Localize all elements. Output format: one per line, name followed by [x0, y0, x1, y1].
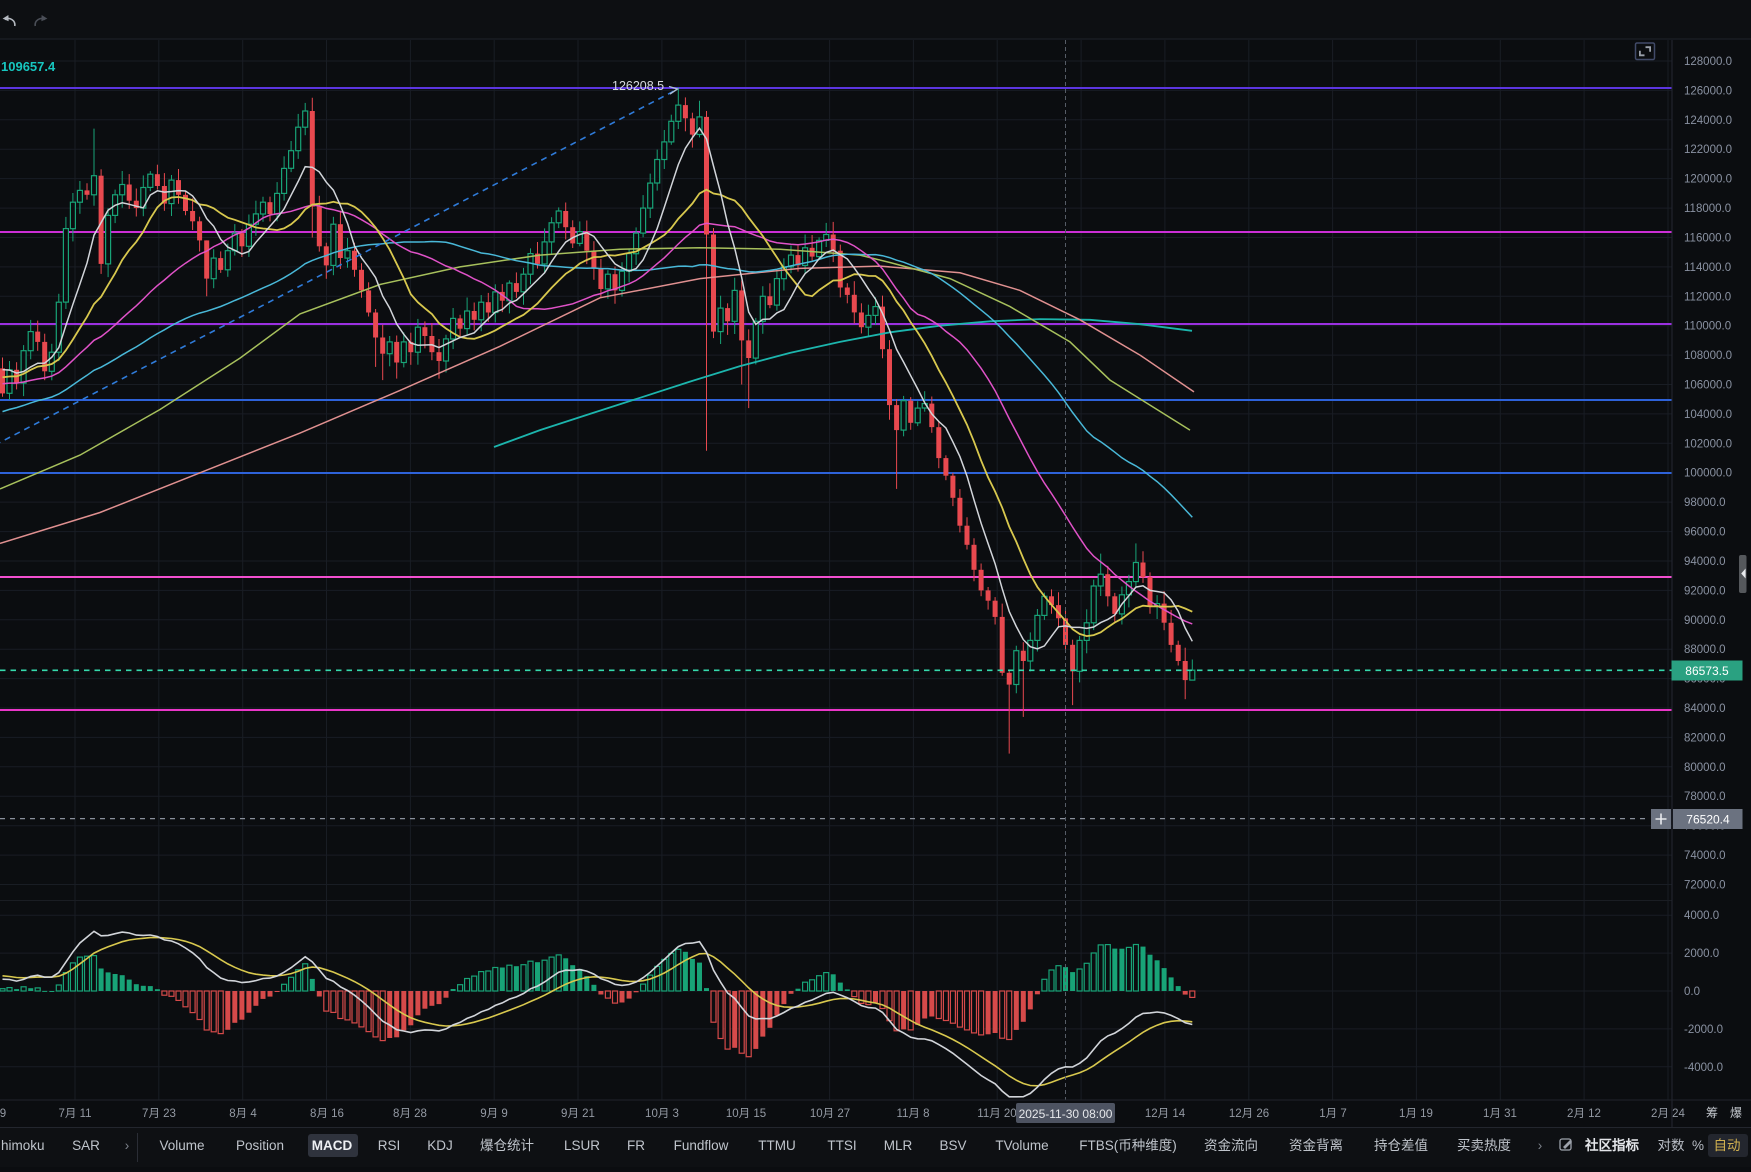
svg-text:100000.0: 100000.0	[1684, 468, 1732, 480]
svg-text:Fundflow: Fundflow	[674, 1138, 729, 1153]
svg-text:KDJ: KDJ	[427, 1138, 453, 1153]
svg-text:himoku: himoku	[1, 1138, 45, 1153]
svg-text:资金背离: 资金背离	[1289, 1137, 1343, 1153]
svg-text:82000.0: 82000.0	[1684, 732, 1726, 744]
svg-text:72000.0: 72000.0	[1684, 880, 1726, 892]
svg-text:11月 20: 11月 20	[977, 1108, 1016, 1120]
svg-text:9月 21: 9月 21	[561, 1108, 595, 1120]
svg-text:SAR: SAR	[72, 1138, 100, 1153]
svg-text:-4000.0: -4000.0	[1684, 1062, 1723, 1074]
svg-text:LSUR: LSUR	[564, 1138, 600, 1153]
svg-text:11月 8: 11月 8	[896, 1108, 929, 1120]
svg-text:84000.0: 84000.0	[1684, 703, 1726, 715]
svg-text:4000.0: 4000.0	[1684, 910, 1719, 922]
svg-text:1月 19: 1月 19	[1399, 1108, 1433, 1120]
svg-text:126000.0: 126000.0	[1684, 85, 1732, 97]
svg-text:2025-11-30 08:00: 2025-11-30 08:00	[1019, 1107, 1113, 1121]
svg-text:112000.0: 112000.0	[1684, 291, 1731, 303]
svg-text:102000.0: 102000.0	[1684, 438, 1732, 450]
svg-text:9月 9: 9月 9	[480, 1108, 508, 1120]
svg-text:12月 14: 12月 14	[1145, 1108, 1186, 1120]
svg-text:对数: 对数	[1658, 1138, 1686, 1153]
svg-text:128000.0: 128000.0	[1684, 56, 1732, 68]
svg-text:122000.0: 122000.0	[1684, 144, 1732, 156]
svg-text:109657.4: 109657.4	[1, 59, 56, 74]
svg-text:124000.0: 124000.0	[1684, 115, 1732, 127]
svg-text:92000.0: 92000.0	[1684, 585, 1726, 597]
svg-text:买卖热度: 买卖热度	[1457, 1138, 1511, 1153]
svg-text:%: %	[1692, 1138, 1704, 1153]
svg-text:94000.0: 94000.0	[1684, 556, 1726, 568]
svg-text:106000.0: 106000.0	[1684, 380, 1732, 392]
svg-text:7月 23: 7月 23	[142, 1108, 176, 1120]
svg-text:社区指标: 社区指标	[1584, 1137, 1639, 1153]
svg-text:TVolume: TVolume	[995, 1138, 1048, 1153]
svg-text:1月 31: 1月 31	[1483, 1108, 1517, 1120]
svg-text:114000.0: 114000.0	[1684, 262, 1731, 274]
svg-text:10月 27: 10月 27	[810, 1108, 850, 1120]
svg-text:118000.0: 118000.0	[1684, 203, 1731, 215]
svg-text:›: ›	[125, 1138, 130, 1153]
svg-text:120000.0: 120000.0	[1684, 174, 1732, 186]
svg-text:TTMU: TTMU	[758, 1138, 796, 1153]
svg-text:104000.0: 104000.0	[1684, 409, 1732, 421]
svg-text:FTBS(币种维度): FTBS(币种维度)	[1079, 1138, 1177, 1153]
svg-text:8月 4: 8月 4	[229, 1108, 257, 1120]
svg-text:80000.0: 80000.0	[1684, 762, 1726, 774]
svg-text:116000.0: 116000.0	[1684, 233, 1731, 245]
svg-text:RSI: RSI	[378, 1138, 401, 1153]
svg-text:12月 26: 12月 26	[1229, 1108, 1269, 1120]
svg-text:MACD: MACD	[312, 1138, 353, 1153]
svg-text:2月 12: 2月 12	[1567, 1108, 1601, 1120]
svg-text:资金流向: 资金流向	[1204, 1138, 1258, 1153]
svg-text:7月 11: 7月 11	[58, 1108, 91, 1120]
svg-text:Volume: Volume	[159, 1138, 204, 1153]
svg-text:BSV: BSV	[939, 1138, 966, 1153]
svg-text:爆: 爆	[1730, 1106, 1742, 1120]
svg-text:2月 24: 2月 24	[1651, 1108, 1685, 1120]
svg-text:MLR: MLR	[884, 1138, 913, 1153]
svg-text:筹: 筹	[1706, 1106, 1718, 1120]
svg-text:96000.0: 96000.0	[1684, 527, 1726, 539]
svg-text:90000.0: 90000.0	[1684, 615, 1726, 627]
svg-text:TTSI: TTSI	[827, 1138, 856, 1153]
svg-text:10月 15: 10月 15	[726, 1108, 766, 1120]
svg-text:FR: FR	[627, 1138, 645, 1153]
svg-text:-2000.0: -2000.0	[1684, 1024, 1723, 1036]
svg-text:8月 28: 8月 28	[393, 1108, 427, 1120]
svg-text:2000.0: 2000.0	[1684, 948, 1719, 960]
svg-text:8月 16: 8月 16	[310, 1108, 344, 1120]
svg-text:›: ›	[1538, 1138, 1543, 1153]
svg-text:108000.0: 108000.0	[1684, 350, 1732, 362]
svg-text:爆仓统计: 爆仓统计	[480, 1138, 534, 1153]
svg-text:74000.0: 74000.0	[1684, 850, 1726, 862]
svg-text:Position: Position	[236, 1138, 284, 1153]
svg-text:88000.0: 88000.0	[1684, 644, 1726, 656]
svg-text:9: 9	[0, 1108, 6, 1120]
svg-text:76520.4: 76520.4	[1686, 813, 1730, 827]
svg-text:110000.0: 110000.0	[1684, 321, 1731, 333]
svg-text:126208.5: 126208.5	[612, 79, 664, 93]
svg-text:10月 3: 10月 3	[645, 1108, 679, 1120]
svg-text:自动: 自动	[1714, 1138, 1741, 1153]
svg-text:86573.5: 86573.5	[1685, 664, 1729, 678]
svg-text:98000.0: 98000.0	[1684, 497, 1726, 509]
svg-text:1月 7: 1月 7	[1319, 1108, 1347, 1120]
svg-text:0.0: 0.0	[1684, 986, 1700, 998]
svg-text:78000.0: 78000.0	[1684, 791, 1726, 803]
svg-text:持仓差值: 持仓差值	[1374, 1138, 1428, 1153]
